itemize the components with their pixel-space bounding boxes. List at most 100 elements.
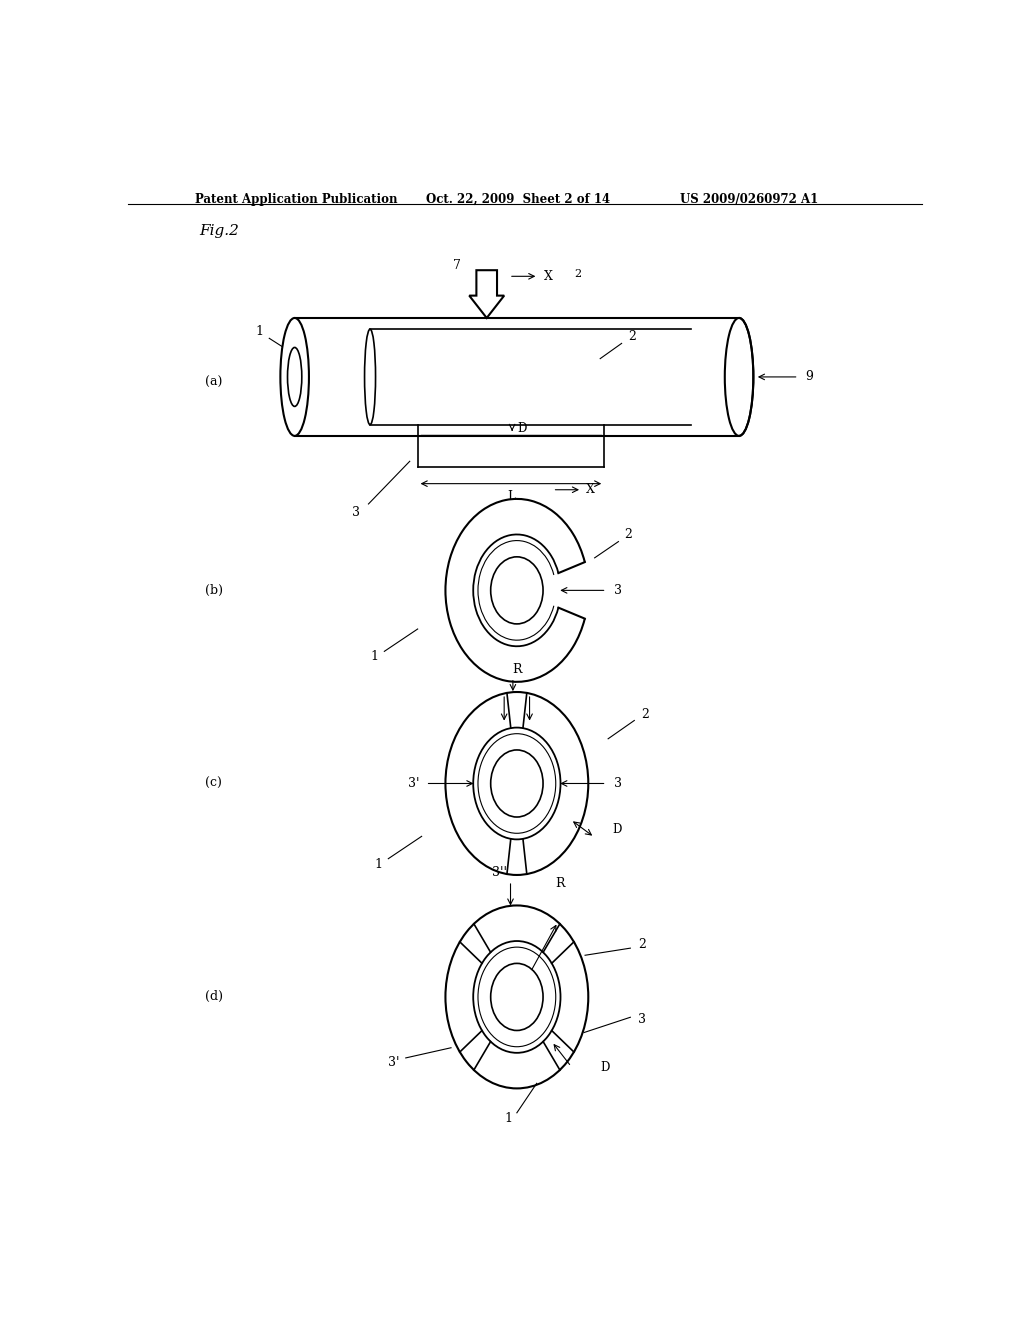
Wedge shape [526, 502, 539, 537]
Wedge shape [478, 830, 495, 863]
Wedge shape [537, 702, 553, 735]
Wedge shape [557, 746, 584, 763]
Wedge shape [559, 792, 588, 803]
Wedge shape [445, 993, 473, 997]
Wedge shape [452, 807, 478, 825]
Text: 3: 3 [352, 506, 359, 519]
Wedge shape [455, 1024, 480, 1047]
Text: Fig.2: Fig.2 [200, 224, 240, 239]
Wedge shape [451, 960, 477, 977]
Wedge shape [543, 709, 562, 741]
Wedge shape [551, 816, 574, 841]
Wedge shape [543, 826, 562, 858]
Wedge shape [528, 696, 539, 730]
Wedge shape [555, 612, 583, 635]
Wedge shape [522, 499, 532, 536]
Wedge shape [475, 920, 494, 952]
Wedge shape [549, 818, 572, 845]
Text: (a): (a) [205, 375, 222, 388]
Wedge shape [487, 834, 501, 869]
Wedge shape [457, 620, 482, 647]
Wedge shape [535, 833, 549, 867]
Wedge shape [557, 554, 585, 573]
Wedge shape [552, 944, 577, 966]
Wedge shape [545, 520, 567, 550]
Text: 3': 3' [408, 777, 420, 789]
Wedge shape [553, 812, 579, 833]
Wedge shape [513, 1053, 517, 1089]
Wedge shape [445, 770, 474, 777]
Wedge shape [512, 647, 519, 682]
Wedge shape [559, 1006, 588, 1016]
Wedge shape [555, 952, 581, 972]
Wedge shape [521, 906, 528, 941]
Wedge shape [523, 838, 531, 874]
Wedge shape [560, 787, 588, 793]
Wedge shape [558, 799, 586, 812]
Wedge shape [499, 1051, 508, 1086]
Wedge shape [454, 615, 480, 639]
Wedge shape [462, 818, 484, 845]
Wedge shape [517, 906, 520, 941]
Wedge shape [487, 1048, 501, 1082]
Wedge shape [537, 1045, 553, 1078]
Ellipse shape [365, 329, 376, 425]
Text: (c): (c) [205, 777, 222, 789]
Text: 3': 3' [388, 1056, 399, 1069]
Wedge shape [532, 912, 546, 946]
Wedge shape [558, 969, 586, 982]
Wedge shape [445, 997, 473, 1002]
Wedge shape [480, 508, 499, 543]
Text: 1: 1 [374, 858, 382, 871]
Wedge shape [552, 1027, 577, 1051]
Wedge shape [528, 908, 539, 944]
Wedge shape [553, 734, 579, 755]
Wedge shape [557, 804, 584, 821]
Wedge shape [486, 504, 502, 540]
Wedge shape [542, 634, 562, 667]
Wedge shape [493, 502, 506, 537]
Wedge shape [452, 742, 478, 760]
Wedge shape [447, 799, 475, 812]
Wedge shape [495, 1051, 506, 1085]
Wedge shape [559, 973, 587, 985]
Wedge shape [492, 1049, 504, 1084]
Wedge shape [517, 1053, 520, 1089]
Polygon shape [469, 271, 504, 318]
Wedge shape [541, 920, 559, 952]
Wedge shape [451, 549, 478, 570]
Wedge shape [526, 644, 539, 680]
Wedge shape [472, 826, 492, 858]
Text: 2: 2 [641, 708, 649, 721]
Wedge shape [558, 801, 585, 816]
Wedge shape [535, 639, 551, 675]
Wedge shape [495, 837, 506, 871]
Wedge shape [484, 700, 499, 734]
Wedge shape [539, 705, 556, 737]
Wedge shape [447, 969, 475, 982]
Wedge shape [526, 907, 536, 942]
Wedge shape [560, 789, 588, 797]
Wedge shape [461, 528, 485, 556]
Wedge shape [487, 698, 501, 733]
Text: (b): (b) [205, 583, 222, 597]
Wedge shape [502, 693, 510, 729]
Wedge shape [522, 645, 532, 681]
Wedge shape [559, 978, 588, 989]
Wedge shape [555, 546, 583, 568]
Wedge shape [446, 601, 475, 616]
Wedge shape [478, 705, 495, 737]
Wedge shape [518, 499, 525, 535]
Wedge shape [538, 636, 557, 671]
Wedge shape [475, 1043, 494, 1073]
Wedge shape [523, 1052, 531, 1088]
Wedge shape [553, 618, 580, 642]
Wedge shape [461, 624, 485, 653]
Wedge shape [502, 907, 510, 942]
Wedge shape [523, 693, 531, 729]
Wedge shape [526, 694, 536, 730]
Wedge shape [557, 1016, 584, 1034]
Wedge shape [454, 952, 479, 972]
Wedge shape [555, 1022, 581, 1043]
Wedge shape [455, 948, 480, 969]
